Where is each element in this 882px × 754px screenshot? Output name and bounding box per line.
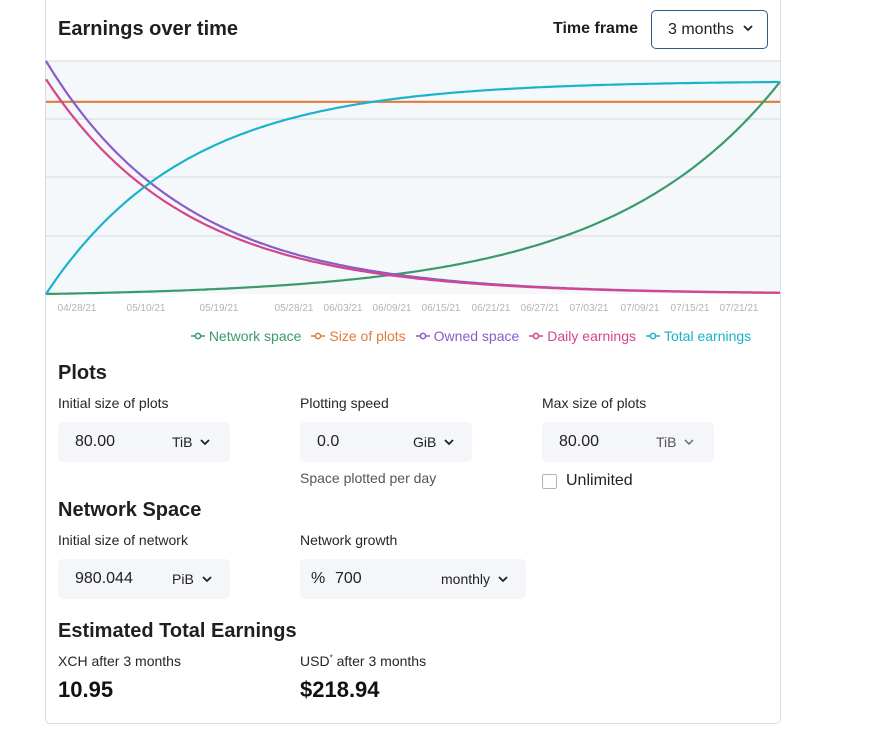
initial-size-network-label: Initial size of network xyxy=(58,532,188,548)
max-size-plots-label: Max size of plots xyxy=(542,395,647,411)
legend-item[interactable]: Daily earnings xyxy=(529,326,636,346)
legend-label: Network space xyxy=(208,328,302,344)
initial-size-plots-unit-select[interactable]: TiB xyxy=(172,434,211,450)
unlimited-label[interactable]: Unlimited xyxy=(566,472,633,489)
plotting-speed-unit-select[interactable]: GiB xyxy=(413,434,454,450)
x-tick-label: 05/28/21 xyxy=(275,303,314,314)
usd-label-prefix: USD xyxy=(300,653,330,669)
plotting-speed-label: Plotting speed xyxy=(300,395,389,411)
legend-marker-icon xyxy=(311,332,326,340)
xch-label: XCH after 3 months xyxy=(58,653,181,669)
chevron-down-icon xyxy=(202,575,212,582)
unit-label: GiB xyxy=(413,434,437,450)
chevron-down-icon xyxy=(684,438,695,445)
initial-size-network-input[interactable]: 980.044 PiB xyxy=(58,559,230,599)
legend-item[interactable]: Owned space xyxy=(415,326,520,346)
x-tick-label: 04/28/21 xyxy=(58,303,97,314)
network-growth-value: 700 xyxy=(335,570,362,587)
network-growth-input[interactable]: % 700 monthly xyxy=(300,559,526,599)
series-line-daily-earnings xyxy=(45,78,780,294)
x-tick-label: 06/09/21 xyxy=(373,303,412,314)
usd-footnote-mark: * xyxy=(329,653,333,663)
unlimited-checkbox[interactable] xyxy=(542,474,557,489)
chevron-down-icon xyxy=(444,438,454,445)
legend-label: Daily earnings xyxy=(547,328,636,344)
max-size-plots-value: 80.00 xyxy=(559,433,600,450)
x-tick-label: 06/27/21 xyxy=(521,303,560,314)
legend-item[interactable]: Total earnings xyxy=(646,326,751,346)
period-label: monthly xyxy=(441,571,491,587)
chevron-down-icon xyxy=(498,575,508,582)
legend-marker-icon xyxy=(415,332,430,340)
network-growth-label: Network growth xyxy=(300,532,398,548)
legend-marker-icon xyxy=(190,332,205,340)
unit-label: TiB xyxy=(656,434,677,450)
earnings-chart: 04/28/21 05/10/21 05/19/21 05/28/21 06/03/21… xyxy=(45,60,781,314)
time-frame-value: 3 months xyxy=(668,20,734,38)
x-tick-label: 05/10/21 xyxy=(127,303,166,314)
legend-label: Size of plots xyxy=(329,328,406,344)
x-tick-label: 05/19/21 xyxy=(200,303,239,314)
chart-legend: Network space Size of plots Owned space Dai… xyxy=(0,326,882,346)
network-growth-period-select[interactable]: monthly xyxy=(441,571,508,587)
legend-item[interactable]: Network space xyxy=(190,326,302,346)
initial-size-network-unit-select[interactable]: PiB xyxy=(172,571,212,587)
x-tick-label: 07/09/21 xyxy=(621,303,660,314)
unit-label: PiB xyxy=(172,571,194,587)
chevron-down-icon xyxy=(200,438,211,445)
initial-size-plots-label: Initial size of plots xyxy=(58,395,169,411)
x-tick-label: 06/15/21 xyxy=(422,303,461,314)
initial-size-network-value: 980.044 xyxy=(75,570,133,587)
plotting-speed-note: Space plotted per day xyxy=(300,470,437,486)
chevron-down-icon xyxy=(743,25,753,32)
x-tick-label: 07/15/21 xyxy=(671,303,710,314)
legend-label: Owned space xyxy=(433,328,520,344)
initial-size-plots-value: 80.00 xyxy=(75,433,116,450)
earnings-section-title: Estimated Total Earnings xyxy=(58,620,297,642)
plots-section-title: Plots xyxy=(58,362,107,384)
x-tick-label: 07/03/21 xyxy=(570,303,609,314)
usd-label-suffix: after 3 months xyxy=(332,653,427,669)
usd-value: $218.94 xyxy=(300,677,380,702)
usd-label: USD* after 3 months xyxy=(300,653,426,669)
xch-value: 10.95 xyxy=(58,677,114,702)
network-section-title: Network Space xyxy=(58,499,202,521)
page-title: Earnings over time xyxy=(58,18,239,40)
plotting-speed-value: 0.0 xyxy=(317,433,340,450)
legend-marker-icon xyxy=(646,332,660,340)
percent-prefix: % xyxy=(311,570,326,587)
x-tick-label: 06/21/21 xyxy=(472,303,511,314)
initial-size-plots-input[interactable]: 80.00 TiB xyxy=(58,422,230,462)
legend-label: Total earnings xyxy=(664,328,752,344)
series-line-total-earnings xyxy=(45,80,780,295)
unit-label: TiB xyxy=(172,434,193,450)
legend-item[interactable]: Size of plots xyxy=(311,326,406,346)
series-line-network-space xyxy=(45,81,781,296)
max-size-plots-input[interactable]: 80.00 TiB xyxy=(542,422,714,462)
time-frame-label: Time frame xyxy=(553,20,639,37)
plotting-speed-input[interactable]: 0.0 GiB xyxy=(300,422,472,462)
legend-marker-icon xyxy=(529,332,544,340)
time-frame-select[interactable]: 3 months xyxy=(651,10,768,49)
max-size-plots-unit-select[interactable]: TiB xyxy=(656,434,695,450)
x-tick-label: 07/21/21 xyxy=(720,303,759,314)
x-tick-label: 06/03/21 xyxy=(324,303,363,314)
